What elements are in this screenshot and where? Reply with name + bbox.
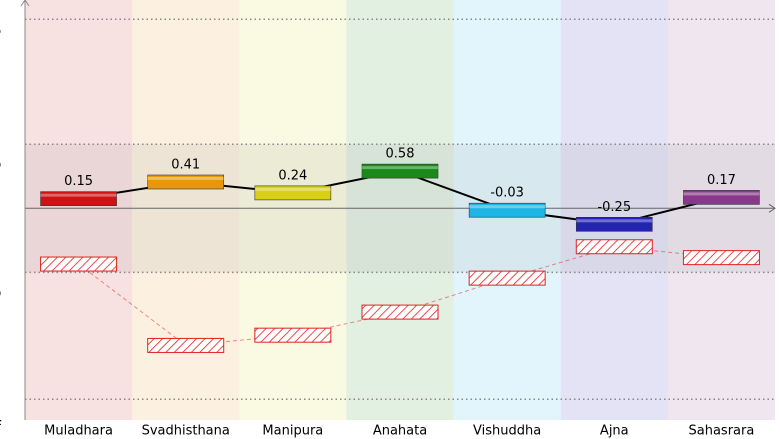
hatched-bar xyxy=(682,250,760,266)
bar xyxy=(468,202,546,218)
y-tick-label: 4 xyxy=(0,406,2,430)
hatched-bar xyxy=(361,304,439,320)
x-tick-label: Manipura xyxy=(262,424,323,439)
x-tick-label: Vishuddha xyxy=(473,424,541,439)
bar-shine xyxy=(40,193,117,197)
value-label: -0.25 xyxy=(597,200,631,215)
y-axis-arrow xyxy=(20,0,30,7)
value-label: 0.24 xyxy=(278,168,307,183)
x-tick-label: Svadhisthana xyxy=(142,424,230,439)
hatched-bar xyxy=(40,256,118,272)
column-band xyxy=(25,0,133,420)
bar xyxy=(40,191,117,206)
bar-shine xyxy=(147,177,224,181)
y-tick-label: 7 xyxy=(0,26,2,50)
bar-shine xyxy=(362,166,438,170)
value-label: 0.41 xyxy=(171,158,200,173)
x-tick-label: Ajna xyxy=(600,424,629,439)
bar xyxy=(683,190,760,205)
bar-shine xyxy=(683,192,760,196)
value-label: -0.03 xyxy=(490,186,524,201)
bar xyxy=(575,217,653,232)
bar xyxy=(254,185,332,201)
bar xyxy=(147,174,225,190)
x-tick-label: Sahasrara xyxy=(689,424,755,439)
column-band xyxy=(239,0,347,420)
column-band xyxy=(346,0,454,420)
hatched-bar xyxy=(254,327,332,343)
bar-shine xyxy=(576,219,653,223)
bar xyxy=(361,163,439,179)
y-tick-label: 5 xyxy=(0,279,2,303)
y-tick-label: 5 xyxy=(0,151,2,175)
hatched-bar xyxy=(575,239,653,255)
value-label: 0.58 xyxy=(386,147,415,162)
hatched-bar xyxy=(468,270,546,286)
bar-shine xyxy=(254,187,331,191)
hatched-bar xyxy=(147,337,225,353)
x-axis-arrow xyxy=(768,203,776,213)
bar-shine xyxy=(469,205,546,209)
column-band xyxy=(560,0,668,420)
value-label: 0.17 xyxy=(707,173,736,188)
x-tick-label: Anahata xyxy=(373,424,427,439)
column-band xyxy=(667,0,775,420)
x-tick-label: Muladhara xyxy=(44,424,113,439)
value-label: 0.15 xyxy=(64,174,93,189)
